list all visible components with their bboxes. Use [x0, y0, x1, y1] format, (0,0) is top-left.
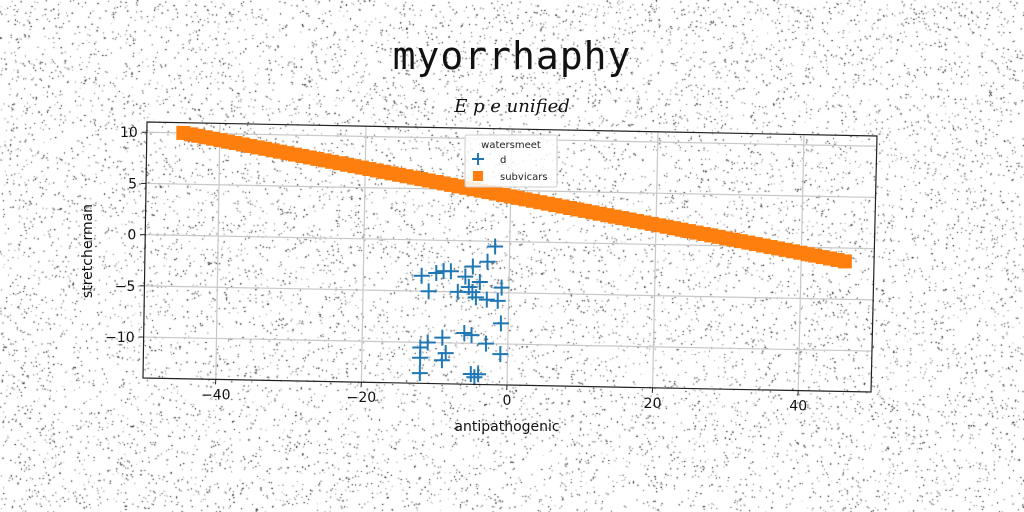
- point-d: [456, 324, 473, 341]
- point-d: [487, 238, 504, 255]
- point-d: [449, 283, 466, 300]
- x-tick-label: 0: [503, 393, 512, 409]
- legend-label-subvicars: subvicars: [500, 172, 548, 183]
- point-d: [428, 265, 445, 282]
- x-axis-label: antipathogenic: [454, 419, 559, 435]
- point-d: [464, 258, 481, 275]
- legend-marker-d: [472, 153, 484, 165]
- point-d: [479, 253, 496, 270]
- grid: [143, 123, 877, 391]
- y-tick-label: 10: [120, 125, 138, 141]
- x-tick-label: −20: [347, 390, 377, 406]
- point-d: [434, 329, 451, 346]
- legend-marker-subvicars: [473, 171, 483, 181]
- point-d: [493, 279, 510, 296]
- x-gridline: [797, 134, 805, 391]
- chart-title: myorrhaphy: [392, 34, 632, 78]
- legend-label-d: d: [500, 155, 506, 166]
- point-d: [471, 274, 488, 291]
- y-tick-label: −10: [105, 330, 135, 346]
- point-d: [492, 346, 509, 363]
- point-d: [492, 315, 509, 332]
- y-tick-label: −5: [115, 279, 136, 295]
- legend-title: watersmeet: [481, 140, 541, 151]
- series-layer: [176, 125, 852, 386]
- point-d: [466, 369, 483, 386]
- point-d: [463, 327, 480, 344]
- x-tick-label: 20: [644, 396, 662, 412]
- point-d: [435, 263, 452, 280]
- ticks: −40 −20 0 20 40 −10 −5 0 5 10: [105, 125, 807, 414]
- axes: [142, 121, 878, 393]
- x-tick-label: −40: [201, 387, 231, 403]
- y-gridline: [144, 285, 874, 301]
- point-d: [420, 283, 437, 300]
- point-subvicars: [837, 254, 852, 269]
- legend-box: [464, 134, 558, 188]
- legend: watersmeet d subvicars: [464, 134, 558, 188]
- chart-subtitle: E p e unified: [454, 96, 570, 117]
- plot-frame: [142, 121, 878, 393]
- y-tick-label: 0: [127, 228, 136, 244]
- x-gridline: [652, 131, 659, 388]
- point-d: [412, 349, 429, 366]
- x-tick-label: 40: [789, 399, 807, 415]
- y-tick-label: 5: [128, 176, 137, 192]
- x-gridline: [215, 123, 221, 380]
- point-d: [470, 366, 487, 383]
- point-d: [437, 345, 454, 362]
- y-gridline: [143, 336, 872, 352]
- point-d: [413, 267, 430, 284]
- point-d: [477, 335, 494, 352]
- point-d: [433, 352, 450, 369]
- y-axis-label: stretcherman: [80, 204, 96, 298]
- point-d: [489, 292, 506, 309]
- point-d: [411, 365, 428, 382]
- point-d: [478, 291, 495, 308]
- point-d: [467, 289, 484, 306]
- point-d: [457, 268, 474, 285]
